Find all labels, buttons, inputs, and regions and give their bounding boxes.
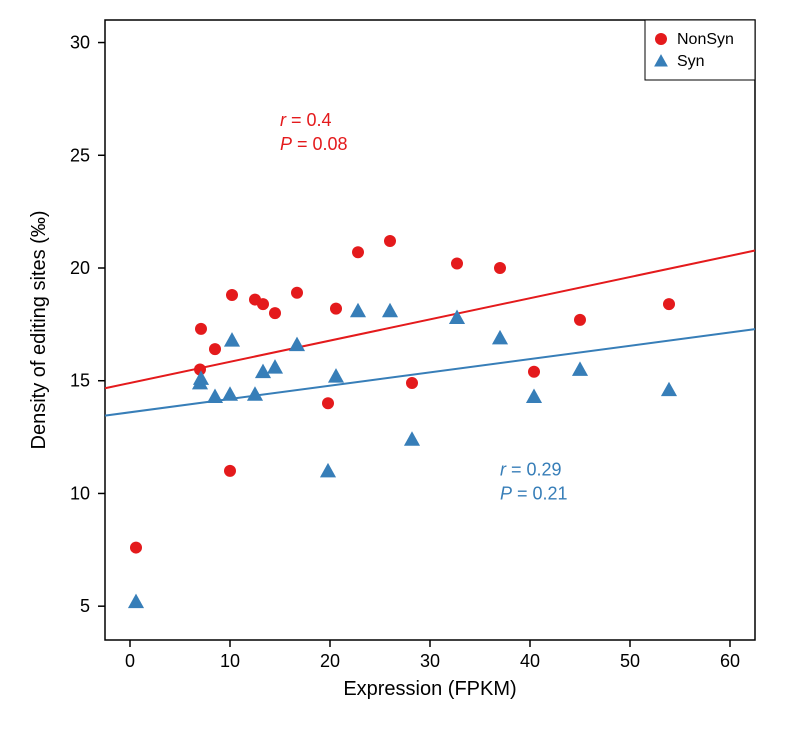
data-point	[247, 386, 263, 400]
y-axis-label: Density of editing sites (‰)	[28, 211, 50, 450]
x-tick-label: 60	[720, 651, 740, 671]
y-tick-label: 10	[70, 483, 90, 503]
x-tick-label: 40	[520, 651, 540, 671]
legend-box	[645, 20, 755, 80]
data-point	[289, 337, 305, 351]
data-point	[663, 298, 675, 310]
y-tick-label: 25	[70, 145, 90, 165]
data-point	[130, 542, 142, 554]
annotation-syn: r = 0.29	[500, 459, 562, 479]
data-point	[269, 307, 281, 319]
data-point	[224, 465, 236, 477]
data-point	[257, 298, 269, 310]
x-tick-label: 20	[320, 651, 340, 671]
data-point	[661, 382, 677, 396]
data-point	[406, 377, 418, 389]
data-point	[322, 397, 334, 409]
data-point	[267, 359, 283, 373]
y-tick-label: 15	[70, 371, 90, 391]
data-point	[492, 330, 508, 344]
legend-label: Syn	[677, 53, 705, 70]
data-point	[226, 289, 238, 301]
x-axis-label: Expression (FPKM)	[343, 678, 516, 700]
data-point	[209, 343, 221, 355]
annotation-nonsyn: r = 0.4	[280, 110, 332, 130]
data-point	[224, 332, 240, 346]
y-tick-label: 30	[70, 33, 90, 53]
data-point	[574, 314, 586, 326]
data-point	[384, 235, 396, 247]
y-tick-label: 20	[70, 258, 90, 278]
x-tick-label: 10	[220, 651, 240, 671]
annotation-syn: P = 0.21	[500, 483, 568, 503]
data-point	[222, 386, 238, 400]
series-nonsyn	[130, 235, 675, 554]
legend-marker	[655, 33, 667, 45]
data-point	[207, 388, 223, 402]
data-point	[195, 323, 207, 335]
y-tick-label: 5	[80, 596, 90, 616]
data-point	[572, 361, 588, 375]
data-point	[404, 431, 420, 445]
data-point	[328, 368, 344, 382]
data-point	[128, 594, 144, 608]
data-point	[451, 257, 463, 269]
data-point	[352, 246, 364, 258]
annotation-nonsyn: P = 0.08	[280, 134, 348, 154]
data-point	[494, 262, 506, 274]
legend-label: NonSyn	[677, 31, 734, 48]
data-point	[291, 287, 303, 299]
data-point	[330, 303, 342, 315]
x-tick-label: 0	[125, 651, 135, 671]
data-point	[526, 388, 542, 402]
data-point	[320, 463, 336, 477]
x-tick-label: 50	[620, 651, 640, 671]
scatter-chart: 0 10 20 30 40 50 60 5 10 15 20 25 30 Expression (FPKM…	[0, 0, 793, 731]
x-tick-label: 30	[420, 651, 440, 671]
legend: NonSyn Syn	[645, 20, 755, 80]
data-point	[382, 303, 398, 317]
data-point	[528, 366, 540, 378]
data-point	[350, 303, 366, 317]
